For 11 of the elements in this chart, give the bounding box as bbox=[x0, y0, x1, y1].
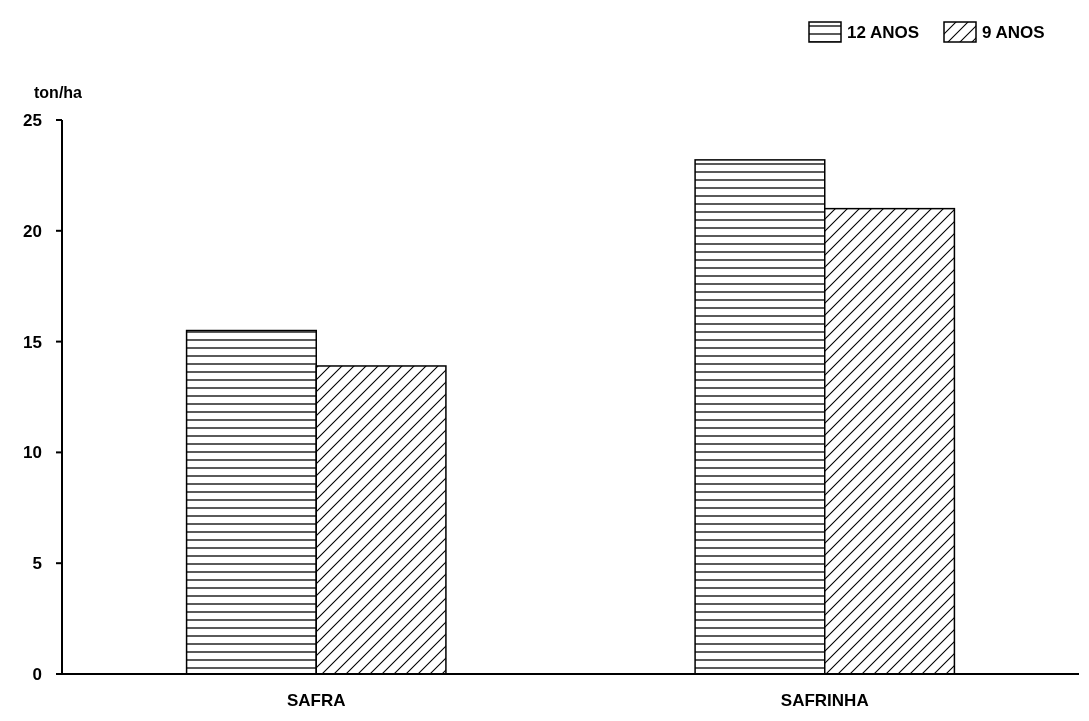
y-tick-label: 25 bbox=[23, 110, 42, 130]
legend-label: 9 ANOS bbox=[982, 23, 1045, 42]
y-tick-label: 5 bbox=[32, 554, 42, 574]
y-tick-label: 10 bbox=[23, 443, 42, 463]
x-tick-label: SAFRA bbox=[286, 691, 346, 710]
y-tick-label: 0 bbox=[32, 664, 42, 684]
y-tick-label: 15 bbox=[23, 332, 42, 352]
legend-label: 12 ANOS bbox=[847, 23, 920, 42]
y-axis-title: ton/ha bbox=[34, 84, 83, 101]
y-tick-label: 20 bbox=[23, 221, 42, 241]
x-tick-label: SAFRINHA bbox=[780, 691, 869, 710]
